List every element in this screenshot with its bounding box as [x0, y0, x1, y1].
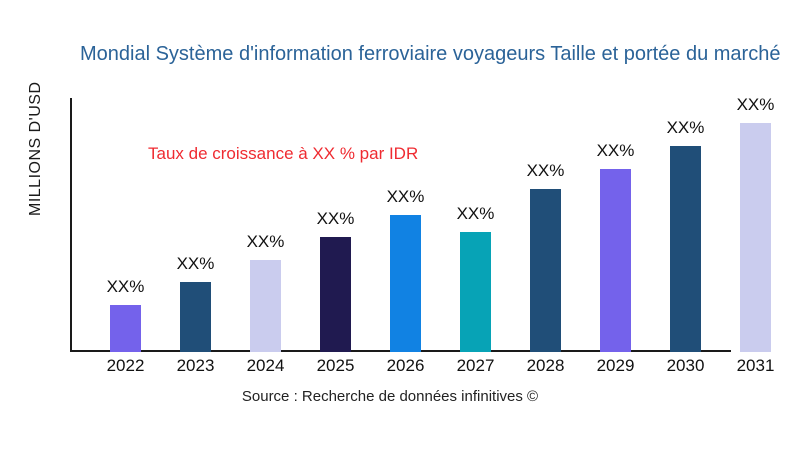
x-tick-2029: 2029: [596, 356, 635, 375]
bar-value-label-2030: XX%: [666, 118, 705, 137]
bar-value-label-2026: XX%: [386, 187, 425, 206]
growth-rate-note: Taux de croissance à XX % par IDR: [148, 144, 419, 163]
x-tick-2027: 2027: [456, 356, 495, 375]
x-tick-2028: 2028: [526, 356, 565, 375]
x-tick-2031: 2031: [736, 356, 775, 375]
bar-2031: [740, 123, 771, 352]
bar-2022: [110, 305, 141, 352]
bar-value-label-2027: XX%: [456, 204, 495, 223]
x-tick-2030: 2030: [666, 356, 705, 375]
bar-2023: [180, 282, 211, 352]
bar-value-label-2022: XX%: [106, 277, 145, 296]
bar-value-label-2023: XX%: [176, 254, 215, 273]
bar-2029: [600, 169, 631, 352]
bar-value-label-2028: XX%: [526, 161, 565, 180]
bar-value-label-2029: XX%: [596, 141, 635, 160]
bar-value-label-2031: XX%: [736, 95, 775, 114]
bar-value-label-2025: XX%: [316, 209, 355, 228]
bar-2025: [320, 237, 351, 352]
x-tick-2024: 2024: [246, 356, 285, 375]
bar-2026: [390, 215, 421, 352]
bar-2028: [530, 189, 561, 352]
bar-2030: [670, 146, 701, 352]
x-tick-2026: 2026: [386, 356, 425, 375]
y-axis-line: [70, 98, 72, 352]
x-tick-2023: 2023: [176, 356, 215, 375]
chart-title: Mondial Système d'information ferroviair…: [80, 43, 781, 65]
x-tick-2022: 2022: [106, 356, 145, 375]
y-axis-label: MILLIONS D'USD: [27, 81, 44, 216]
source-note: Source : Recherche de données infinitive…: [241, 388, 539, 405]
bar-value-label-2024: XX%: [246, 232, 285, 251]
x-tick-2025: 2025: [316, 356, 355, 375]
bar-2027: [460, 232, 491, 352]
bar-2024: [250, 260, 281, 352]
